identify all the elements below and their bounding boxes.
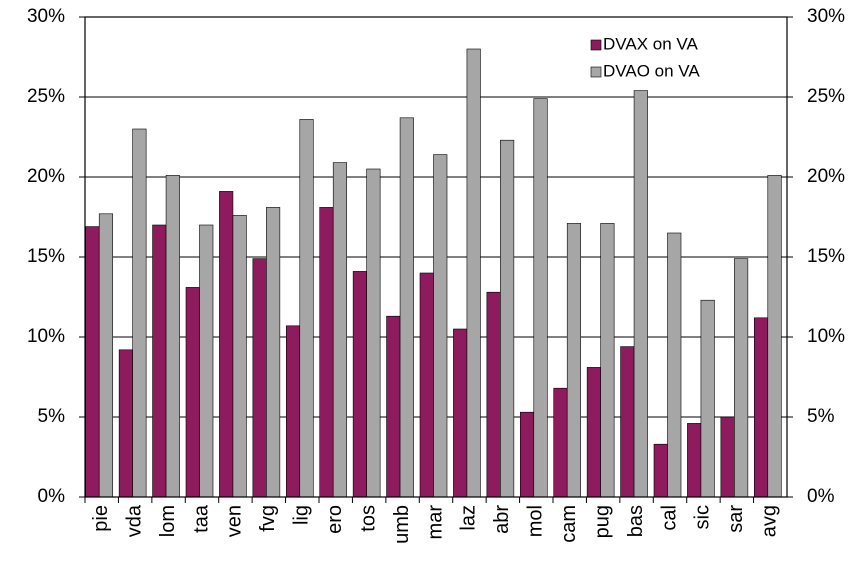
bar xyxy=(266,207,281,498)
bar xyxy=(319,207,334,498)
bar xyxy=(767,175,782,498)
bar xyxy=(500,139,515,498)
bar xyxy=(185,287,200,498)
bar xyxy=(553,387,568,498)
x-tick-label: pug xyxy=(591,505,613,538)
x-tick-label: fvg xyxy=(257,505,279,532)
y2-tick-label: 30% xyxy=(807,6,845,27)
bar xyxy=(419,272,434,498)
bar xyxy=(486,291,501,498)
y-tick-label: 25% xyxy=(27,86,65,107)
bar xyxy=(519,411,535,498)
bar xyxy=(453,328,468,498)
bar xyxy=(118,349,133,498)
x-tick-label: mol xyxy=(525,505,547,537)
bar xyxy=(219,191,234,498)
bar xyxy=(433,154,448,498)
bar xyxy=(332,162,348,498)
x-tick-label: pie xyxy=(90,505,112,532)
y2-tick-label: 10% xyxy=(807,326,845,347)
bar xyxy=(98,213,114,498)
bar xyxy=(165,175,180,498)
x-tick-label: avg xyxy=(759,505,781,537)
legend-swatch xyxy=(590,39,602,51)
bar xyxy=(600,223,615,498)
bar xyxy=(466,48,481,498)
legend-label: DVAO on VA xyxy=(603,61,700,80)
legend-swatch xyxy=(590,66,602,78)
y2-tick-label: 5% xyxy=(807,406,835,427)
bar xyxy=(366,168,381,498)
bar xyxy=(152,224,167,498)
x-tick-label: cal xyxy=(658,505,680,531)
x-tick-label: lom xyxy=(157,505,179,537)
legend-label: DVAX on VA xyxy=(603,34,698,53)
bar xyxy=(700,299,715,498)
bar xyxy=(252,258,267,498)
x-tick-label: vda xyxy=(123,504,145,537)
bar xyxy=(620,346,635,498)
bar xyxy=(533,98,548,498)
y-tick-label: 30% xyxy=(27,6,65,27)
bar xyxy=(352,271,367,498)
bar xyxy=(586,367,601,498)
x-tick-label: cam xyxy=(558,505,580,543)
y-tick-label: 0% xyxy=(38,486,66,507)
y-tick-label: 5% xyxy=(38,406,66,427)
bar xyxy=(753,317,769,498)
y2-tick-label: 15% xyxy=(807,246,845,267)
bar xyxy=(566,223,582,498)
x-tick-label: ven xyxy=(224,505,246,537)
bar xyxy=(85,226,100,498)
bar xyxy=(199,224,214,498)
bar xyxy=(399,117,414,498)
y2-tick-label: 20% xyxy=(807,166,845,187)
y2-tick-label: 0% xyxy=(807,486,835,507)
bar xyxy=(386,315,401,498)
bar xyxy=(633,90,648,498)
bar xyxy=(653,443,668,498)
x-tick-label: laz xyxy=(458,505,480,531)
x-tick-label: mar xyxy=(424,505,446,540)
bar xyxy=(132,128,147,498)
bar xyxy=(720,416,735,498)
y-tick-label: 20% xyxy=(27,166,65,187)
y-tick-label: 10% xyxy=(27,326,65,347)
x-tick-label: sic xyxy=(692,505,714,529)
bar xyxy=(687,423,702,498)
y-tick-label: 15% xyxy=(27,246,65,267)
y2-tick-label: 25% xyxy=(807,86,845,107)
bar xyxy=(667,232,682,498)
x-tick-label: sar xyxy=(725,505,747,533)
plot-frame xyxy=(84,16,788,498)
x-tick-label: umb xyxy=(391,505,413,544)
bar xyxy=(734,258,749,498)
bar xyxy=(232,215,247,498)
x-tick-label: tos xyxy=(357,505,379,532)
x-tick-label: abr xyxy=(491,505,513,534)
bar xyxy=(299,119,314,498)
x-tick-label: bas xyxy=(625,505,647,537)
x-tick-label: taa xyxy=(190,504,212,533)
bar xyxy=(285,325,301,498)
x-tick-label: lig xyxy=(291,505,313,525)
x-tick-label: ero xyxy=(324,505,346,534)
